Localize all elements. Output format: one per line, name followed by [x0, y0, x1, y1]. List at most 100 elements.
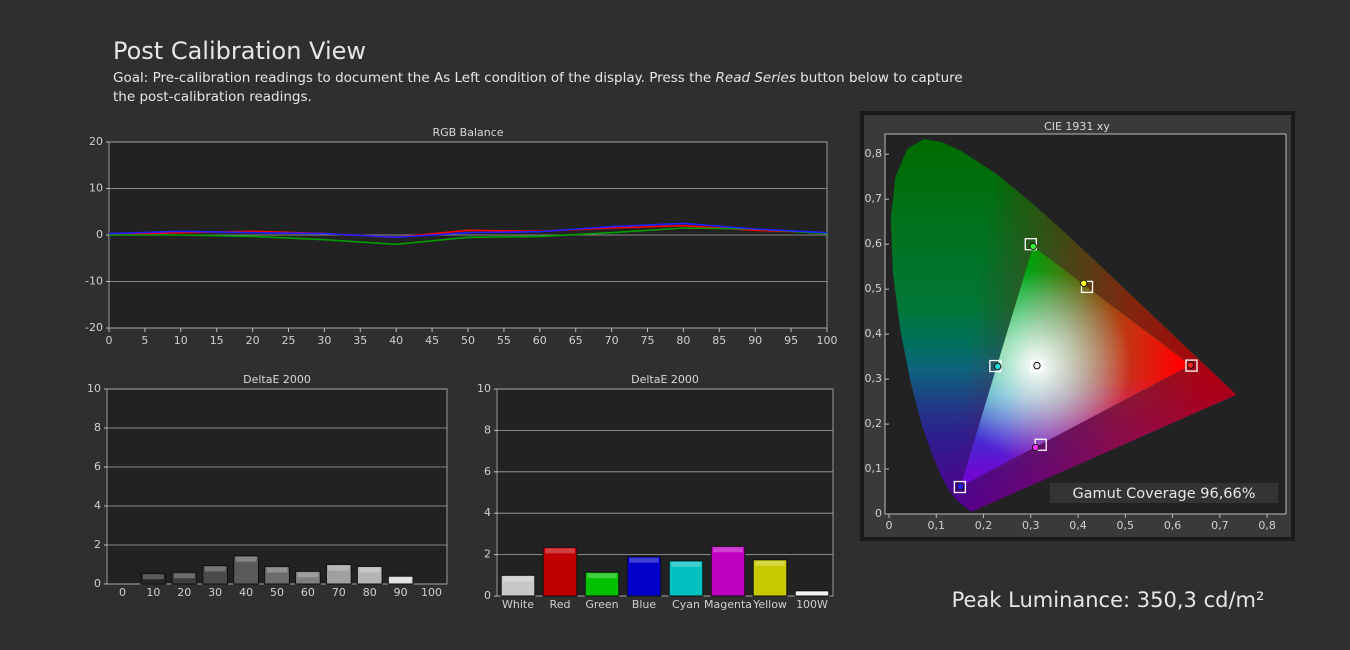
- x-tick-label: 95: [784, 334, 798, 347]
- x-tick-label: 60: [301, 586, 315, 599]
- measured-point: [1186, 361, 1195, 369]
- bar-highlight: [297, 572, 319, 578]
- page-title: Post Calibration View: [113, 37, 366, 65]
- bar: [325, 564, 352, 585]
- x-tick-label: 80: [676, 334, 690, 347]
- measured-point: [956, 482, 965, 491]
- target-point: [1185, 359, 1198, 372]
- x-tick-label: 100: [421, 586, 442, 599]
- x-tick-label: 90: [394, 586, 408, 599]
- x-tick-label: 0: [119, 586, 126, 599]
- bar-highlight: [671, 561, 701, 567]
- bar-highlight: [143, 574, 164, 580]
- y-tick-label: 0,7: [865, 192, 883, 205]
- y-tick-label: 0,6: [865, 237, 883, 250]
- x-tick-label: 30: [317, 334, 331, 347]
- bar-highlight: [204, 566, 226, 572]
- chart-title: DeltaE 2000: [243, 373, 311, 386]
- bar-highlight: [266, 567, 288, 573]
- x-tick-label: 70: [332, 586, 346, 599]
- x-tick-label: 15: [210, 334, 224, 347]
- bar-highlight: [235, 556, 257, 562]
- bar-highlight: [713, 547, 743, 553]
- x-tick-label: 85: [712, 334, 726, 347]
- plot-area: [106, 388, 448, 585]
- bar: [356, 565, 383, 585]
- x-tick-label: 35: [353, 334, 367, 347]
- x-tick-label: 80: [363, 586, 377, 599]
- target-point: [1030, 359, 1043, 373]
- x-tick-label: 90: [748, 334, 762, 347]
- y-tick-label: 0,3: [865, 372, 883, 385]
- x-tick-label: 10: [174, 334, 188, 347]
- y-tick-label: 8: [484, 423, 491, 436]
- y-tick-label: 10: [89, 182, 103, 195]
- chart-title: CIE 1931 xy: [1044, 120, 1110, 133]
- x-tick-label: 100: [817, 334, 838, 347]
- x-tick-label: 50: [270, 586, 284, 599]
- x-tick-label: 55: [497, 334, 511, 347]
- goal-text: Goal: Pre-calibration readings to docume…: [113, 70, 963, 86]
- y-tick-label: 20: [89, 135, 103, 148]
- y-tick-label: 0,2: [865, 417, 883, 430]
- bar: [752, 559, 788, 597]
- x-tick-label: 40: [239, 586, 253, 599]
- x-tick-label: 0,2: [975, 519, 993, 532]
- x-tick-label: 0,8: [1258, 519, 1276, 532]
- bar-highlight: [545, 548, 575, 554]
- x-tick-label: Red: [550, 598, 571, 611]
- x-tick-label: 75: [641, 334, 655, 347]
- bar-highlight: [587, 573, 617, 579]
- measured-point: [1031, 443, 1040, 452]
- bar: [295, 570, 321, 585]
- y-tick-label: 0,1: [865, 462, 883, 475]
- bar: [626, 556, 662, 597]
- measured-point: [1080, 279, 1088, 288]
- target-point: [1080, 280, 1094, 294]
- bar: [171, 571, 198, 585]
- y-tick-label: 2: [484, 548, 491, 561]
- gamut-coverage-box: [1050, 483, 1278, 503]
- bar: [794, 590, 830, 597]
- gamut-coverage: Gamut Coverage 96,66%: [1072, 486, 1255, 502]
- target-point: [953, 480, 967, 494]
- bar: [264, 565, 290, 585]
- x-tick-label: 10: [146, 586, 160, 599]
- goal-text-part: button below to capture: [796, 70, 963, 86]
- bar: [542, 546, 578, 597]
- y-tick-label: 2: [94, 538, 101, 551]
- x-tick-label: 5: [141, 334, 148, 347]
- x-tick-label: 0,1: [928, 519, 946, 532]
- x-tick-label: 20: [246, 334, 260, 347]
- peak-luminance: Peak Luminance: 350,3 cd/m²: [952, 588, 1265, 612]
- bar-highlight: [503, 576, 533, 582]
- goal-text: the post-calibration readings.: [113, 89, 312, 105]
- y-tick-label: -20: [85, 321, 103, 334]
- y-tick-label: 0: [96, 228, 103, 241]
- chart-title: RGB Balance: [432, 126, 503, 139]
- x-tick-label: 25: [282, 334, 296, 347]
- y-tick-label: 0,4: [865, 327, 883, 340]
- x-tick-label: 0: [106, 334, 113, 347]
- y-tick-label: 4: [94, 499, 101, 512]
- bar: [710, 545, 746, 597]
- x-tick-label: 65: [569, 334, 583, 347]
- measured-point: [1029, 242, 1037, 251]
- x-tick-label: 0,6: [1164, 519, 1182, 532]
- bar-highlight: [629, 557, 659, 563]
- x-tick-label: 0,7: [1211, 519, 1229, 532]
- y-tick-label: 0: [875, 507, 882, 520]
- bar: [668, 560, 704, 597]
- bar-highlight: [359, 567, 381, 573]
- y-tick-label: 10: [477, 382, 491, 395]
- chart-title: DeltaE 2000: [631, 373, 699, 386]
- bar-highlight: [173, 573, 195, 579]
- bar-highlight: [755, 560, 785, 566]
- x-tick-label: White: [502, 598, 534, 611]
- x-tick-label: 0,5: [1117, 519, 1135, 532]
- y-tick-label: 0,5: [865, 282, 883, 295]
- y-tick-label: -10: [85, 275, 103, 288]
- x-tick-label: Green: [585, 598, 618, 611]
